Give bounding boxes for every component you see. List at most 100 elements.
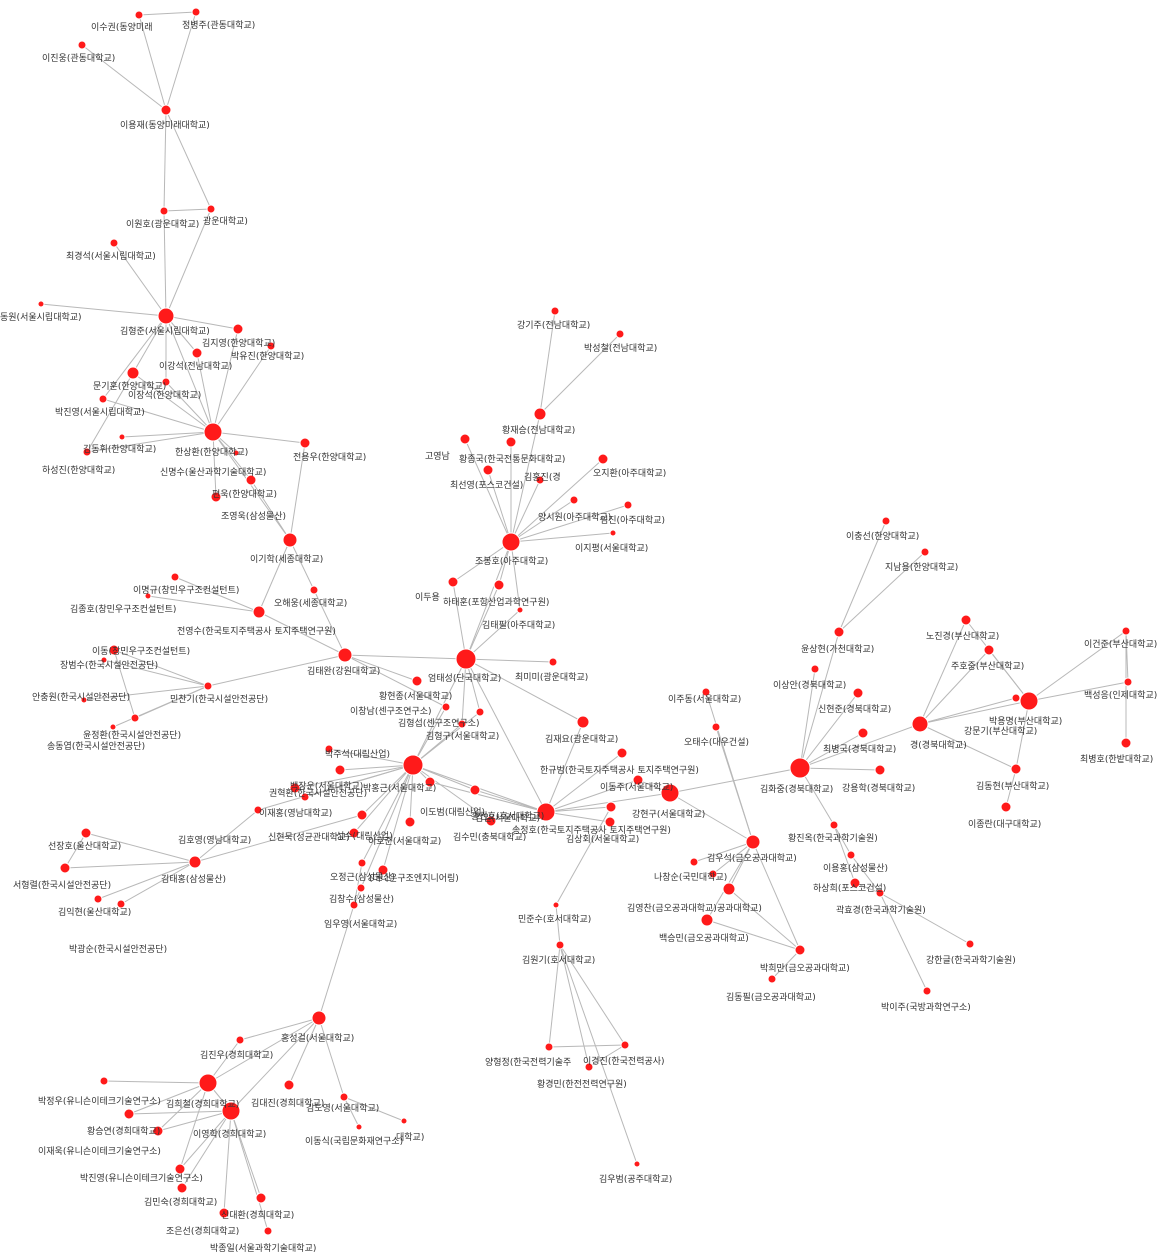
graph-node[interactable]: [810, 664, 820, 674]
graph-node[interactable]: [255, 1192, 267, 1204]
graph-node[interactable]: [191, 7, 201, 17]
graph-node[interactable]: [356, 883, 366, 893]
graph-node[interactable]: [535, 475, 545, 485]
graph-node[interactable]: [1120, 737, 1132, 749]
graph-node[interactable]: [282, 532, 298, 548]
graph-node[interactable]: [604, 816, 616, 828]
graph-node[interactable]: [475, 707, 485, 717]
graph-node[interactable]: [623, 500, 633, 510]
graph-node[interactable]: [505, 436, 517, 448]
graph-node[interactable]: [555, 940, 565, 950]
graph-node[interactable]: [1010, 763, 1022, 775]
graph-node[interactable]: [550, 306, 560, 316]
graph-node[interactable]: [597, 453, 609, 465]
graph-node[interactable]: [198, 1073, 218, 1093]
graph-node[interactable]: [1000, 801, 1012, 813]
graph-node[interactable]: [100, 656, 108, 664]
graph-node[interactable]: [852, 687, 864, 699]
graph-node[interactable]: [584, 1062, 594, 1072]
graph-node[interactable]: [516, 606, 524, 614]
graph-node[interactable]: [536, 802, 556, 822]
graph-node[interactable]: [424, 776, 436, 788]
graph-node[interactable]: [400, 1117, 408, 1125]
graph-node[interactable]: [203, 422, 223, 442]
graph-node[interactable]: [960, 614, 972, 626]
graph-node[interactable]: [123, 1108, 135, 1120]
graph-node[interactable]: [93, 894, 103, 904]
graph-node[interactable]: [469, 784, 481, 796]
graph-node[interactable]: [339, 1092, 349, 1102]
graph-node[interactable]: [245, 474, 257, 486]
graph-node[interactable]: [922, 986, 932, 996]
graph-node[interactable]: [700, 913, 714, 927]
graph-node[interactable]: [501, 532, 521, 552]
graph-node[interactable]: [1011, 693, 1021, 703]
graph-node[interactable]: [161, 377, 171, 387]
graph-node[interactable]: [722, 882, 736, 896]
graph-node[interactable]: [118, 433, 126, 441]
graph-node[interactable]: [689, 857, 699, 867]
graph-node[interactable]: [334, 764, 346, 776]
graph-node[interactable]: [767, 974, 777, 984]
graph-node[interactable]: [221, 1101, 241, 1121]
graph-node[interactable]: [874, 764, 886, 776]
graph-node[interactable]: [920, 547, 930, 557]
graph-node[interactable]: [355, 1123, 363, 1131]
graph-node[interactable]: [77, 40, 87, 50]
graph-node[interactable]: [377, 864, 389, 876]
graph-node[interactable]: [829, 820, 839, 830]
graph-node[interactable]: [411, 675, 423, 687]
graph-node[interactable]: [833, 626, 845, 638]
graph-node[interactable]: [357, 858, 367, 868]
graph-node[interactable]: [116, 899, 126, 909]
graph-node[interactable]: [144, 592, 152, 600]
graph-node[interactable]: [404, 816, 416, 828]
graph-node[interactable]: [1123, 677, 1133, 687]
graph-node[interactable]: [309, 585, 319, 595]
graph-node[interactable]: [794, 944, 806, 956]
graph-node[interactable]: [349, 900, 359, 910]
graph-node[interactable]: [745, 834, 761, 850]
graph-node[interactable]: [232, 323, 244, 335]
graph-node[interactable]: [252, 605, 266, 619]
graph-node[interactable]: [152, 1125, 164, 1137]
graph-node[interactable]: [533, 407, 547, 421]
graph-node[interactable]: [441, 702, 451, 712]
graph-node[interactable]: [1019, 691, 1039, 711]
graph-node[interactable]: [548, 657, 558, 667]
graph-node[interactable]: [80, 696, 88, 704]
graph-node[interactable]: [266, 341, 276, 351]
graph-node[interactable]: [857, 727, 869, 739]
graph-node[interactable]: [616, 747, 628, 759]
graph-node[interactable]: [965, 939, 975, 949]
graph-node[interactable]: [552, 901, 560, 909]
graph-node[interactable]: [130, 713, 140, 723]
graph-node[interactable]: [605, 801, 617, 813]
graph-node[interactable]: [170, 572, 180, 582]
graph-node[interactable]: [218, 1207, 230, 1219]
graph-node[interactable]: [300, 792, 310, 802]
graph-node[interactable]: [263, 1226, 273, 1236]
graph-node[interactable]: [174, 1163, 186, 1175]
graph-node[interactable]: [235, 1035, 245, 1045]
graph-node[interactable]: [206, 204, 216, 214]
graph-node[interactable]: [576, 715, 590, 729]
graph-node[interactable]: [881, 516, 891, 526]
graph-node[interactable]: [324, 744, 334, 754]
graph-node[interactable]: [711, 722, 721, 732]
graph-node[interactable]: [609, 529, 617, 537]
graph-node[interactable]: [82, 447, 92, 457]
graph-node[interactable]: [1121, 626, 1131, 636]
graph-node[interactable]: [159, 206, 169, 216]
graph-node[interactable]: [348, 827, 360, 839]
graph-node[interactable]: [615, 329, 625, 339]
graph-node[interactable]: [98, 394, 108, 404]
graph-node[interactable]: [337, 647, 353, 663]
graph-node[interactable]: [632, 774, 644, 786]
graph-node[interactable]: [983, 644, 995, 656]
graph-node[interactable]: [569, 495, 579, 505]
graph-node[interactable]: [708, 869, 718, 879]
graph-node[interactable]: [849, 877, 861, 889]
graph-node[interactable]: [846, 850, 856, 860]
graph-node[interactable]: [160, 104, 172, 116]
